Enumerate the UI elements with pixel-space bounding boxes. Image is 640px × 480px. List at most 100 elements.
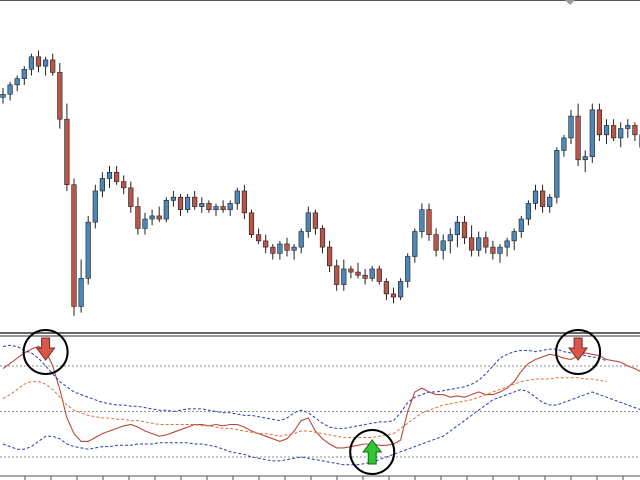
arrow-down-icon [568, 337, 589, 361]
candle-body [291, 246, 297, 251]
candle-body [419, 209, 425, 232]
signal-circle [22, 329, 69, 375]
signal-annotations [22, 329, 602, 475]
candle-body [433, 234, 439, 251]
candle-body [461, 221, 468, 239]
candle-body [114, 171, 120, 182]
candle-body [618, 128, 624, 139]
candle-body [383, 281, 390, 295]
oscillator-band-line [2, 388, 640, 466]
candle-body [298, 231, 304, 248]
candle-body [50, 59, 56, 73]
candle-body [263, 240, 269, 248]
candle-body [497, 246, 503, 254]
candle-body [518, 218, 524, 232]
oscillator-main-line [2, 345, 640, 449]
candle-body [334, 265, 340, 285]
candle-body [369, 268, 375, 279]
candle-body [610, 125, 617, 139]
candle-body [177, 196, 184, 210]
candle-body [319, 228, 326, 248]
candle-body [99, 178, 105, 192]
candle-body [362, 274, 368, 279]
candle-body [341, 268, 347, 285]
oscillator-pane [0, 344, 640, 466]
candle-body [539, 190, 546, 207]
candle-body [42, 59, 49, 67]
oscillator-band-line [2, 377, 607, 438]
candle-body [7, 84, 13, 95]
candle-body [476, 237, 482, 251]
candle-body [0, 93, 6, 98]
candle-body [376, 268, 382, 282]
arrow-up-icon [362, 439, 383, 465]
arrow-down-icon [35, 337, 56, 361]
candle-body [128, 187, 134, 207]
candle-body [589, 109, 595, 157]
candle-body [163, 200, 169, 220]
candle-body [625, 125, 631, 129]
candle-body [525, 203, 531, 220]
candle-body [390, 293, 397, 298]
pane-separator [0, 332, 640, 337]
candle-body [554, 150, 560, 198]
candle-body [192, 196, 198, 207]
candle-body [199, 203, 205, 207]
candle-body [14, 78, 20, 86]
candle-body [532, 190, 539, 204]
candle-body [447, 234, 453, 242]
candle-body [405, 256, 411, 282]
candle-body [227, 203, 233, 210]
signal-circle [349, 429, 396, 475]
candle-body [57, 72, 63, 120]
candle-body [64, 118, 70, 186]
candle-body [454, 221, 461, 235]
candle-body [21, 68, 27, 79]
candle-body [632, 125, 638, 136]
candle-body [603, 125, 610, 136]
candle-body [35, 56, 42, 67]
candle-body [326, 246, 333, 267]
candle-body [355, 271, 361, 276]
candle-body [575, 115, 581, 161]
candle-body [426, 209, 432, 235]
candle-body [234, 190, 240, 204]
candle-body [468, 237, 475, 251]
candle-body [440, 240, 446, 251]
candle-body [78, 278, 84, 307]
candle-body [241, 190, 248, 214]
candle-body [106, 171, 113, 179]
candle-body [284, 243, 290, 251]
candle-body [277, 243, 283, 254]
candle-body [412, 231, 418, 257]
x-axis [0, 475, 640, 480]
candle-body [142, 218, 148, 229]
candle-body [28, 56, 35, 70]
candle-body [348, 268, 354, 273]
candle-body [149, 215, 155, 220]
candle-body [582, 156, 588, 161]
candle-body [305, 212, 311, 232]
signal-circle [555, 329, 602, 375]
candle-body [547, 196, 553, 207]
candle-body [92, 190, 98, 223]
candle-body [85, 221, 91, 279]
candle-body [490, 246, 496, 254]
corner-marker-icon [565, 0, 575, 5]
candle-body [561, 137, 567, 151]
candle-body [596, 109, 602, 136]
candle-body [71, 184, 77, 307]
candle-body [206, 203, 212, 210]
candle-body [504, 240, 510, 248]
candle-body [135, 206, 141, 229]
candle-body [156, 215, 162, 220]
candle-body [511, 231, 517, 242]
oscillator-band-line [2, 344, 607, 429]
candle-body [255, 234, 262, 242]
candle-body [170, 196, 177, 201]
price-pane [0, 0, 640, 316]
candle-body [121, 181, 127, 189]
candle-body [185, 196, 191, 210]
